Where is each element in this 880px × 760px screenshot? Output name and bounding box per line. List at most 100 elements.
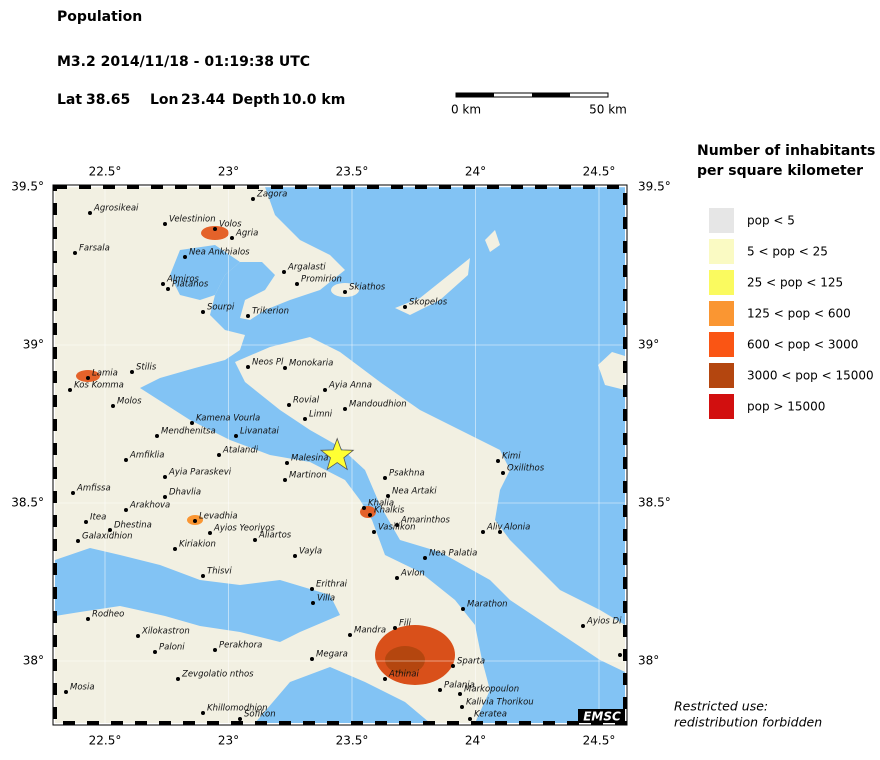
town-label: Alonia	[503, 523, 530, 533]
town-label: Markopoulon	[464, 685, 519, 695]
town-dot	[458, 692, 462, 696]
legend-label: 25 < pop < 125	[747, 276, 843, 290]
lat-tick-label: 38.5°	[638, 496, 671, 510]
town-label: Mandoudhion	[349, 400, 407, 410]
footer-note: redistribution forbidden	[674, 715, 822, 730]
town-label: Sofikon	[244, 710, 276, 720]
town-label: Villa	[317, 594, 335, 604]
town-dot	[501, 471, 505, 475]
town-label: Aliartos	[258, 531, 292, 541]
lat-value: 38.65	[86, 92, 130, 108]
town-label: Vayla	[299, 547, 322, 557]
town-label: Kamena Vourla	[196, 414, 260, 424]
town-label: Xilokastron	[141, 627, 190, 637]
town-label: Dhestina	[114, 521, 152, 531]
depth-label: Depth	[232, 92, 280, 108]
lon-tick-label: 24°	[465, 165, 486, 179]
town-dot	[208, 531, 212, 535]
town-dot	[498, 530, 502, 534]
town-dot	[362, 506, 366, 510]
town-label: Farsala	[79, 244, 110, 254]
legend: pop < 5 5 < pop < 25 25 < pop < 125 125 < p…	[709, 208, 874, 419]
town-dot	[383, 677, 387, 681]
town-label: Kimi	[502, 452, 521, 462]
lat-tick-label: 38°	[23, 654, 44, 668]
town-label: Agrosikeai	[93, 204, 139, 214]
town-label: Ayia Anna	[328, 381, 372, 391]
town-label: Palania	[444, 681, 475, 691]
town-label: Limni	[309, 410, 333, 420]
town-label: Marathon	[467, 600, 508, 610]
town-label: Skopelos	[409, 298, 448, 308]
lat-label: Lat	[57, 92, 82, 108]
town-label: Molos	[117, 397, 142, 407]
town-dot	[201, 310, 205, 314]
scale-bar-segment	[456, 93, 494, 97]
town-dot	[310, 587, 314, 591]
town-label: Stilis	[136, 363, 157, 373]
town-label: Nea Artaki	[392, 487, 437, 497]
town-label: Fili	[399, 619, 412, 629]
town-label: Sparta	[457, 657, 485, 667]
town-dot	[403, 305, 407, 309]
scale-bar	[455, 92, 609, 98]
lon-tick-label: 24.5°	[583, 734, 616, 748]
scale-bar-segment	[532, 93, 570, 97]
town-dot	[283, 478, 287, 482]
legend-label: 125 < pop < 600	[747, 307, 851, 321]
town-label: Oxilithos	[507, 464, 545, 474]
town-label: Argalasti	[287, 263, 326, 273]
town-dot	[496, 459, 500, 463]
town-dot	[285, 461, 289, 465]
town-dot	[217, 453, 221, 457]
legend-label: 5 < pop < 25	[747, 245, 828, 259]
lat-tick-label: 39.5°	[638, 180, 671, 194]
footer-note: Restricted use:	[674, 699, 768, 714]
map-frame	[53, 185, 627, 725]
town-label: Rovial	[293, 396, 320, 406]
town-dot	[383, 476, 387, 480]
town-label: Promirion	[301, 275, 342, 285]
legend-title: Number of inhabitants	[697, 143, 875, 159]
town-dot	[68, 388, 72, 392]
gulf-of-corinth	[55, 548, 340, 642]
scale-end: 50 km	[589, 103, 627, 117]
town-label: Aliv	[486, 523, 504, 533]
town-dot	[343, 407, 347, 411]
urban-area	[201, 226, 229, 240]
legend-swatch	[709, 301, 734, 326]
town-label: Thisvi	[207, 567, 232, 577]
town-dot	[130, 370, 134, 374]
town-dot	[73, 251, 77, 255]
town-label: Zevgolatio nthos	[181, 670, 254, 680]
town-dot	[136, 634, 140, 638]
lon-value: 23.44	[181, 92, 226, 108]
town-dot	[393, 626, 397, 630]
town-dot	[155, 434, 159, 438]
town-dot	[481, 530, 485, 534]
town-dot	[368, 513, 372, 517]
axis-labels: 22.5° 22.5° 23° 23° 23.5° 23.5° 24° 24° 24.5° 24.…	[11, 165, 670, 748]
town-dot	[163, 495, 167, 499]
lon-label: Lon	[150, 92, 179, 108]
town-dot	[163, 475, 167, 479]
lat-tick-label: 38.5°	[11, 496, 44, 510]
lon-tick-label: 23°	[218, 165, 239, 179]
town-label: Mendhenitsa	[161, 427, 216, 437]
town-label: Ayia Paraskevi	[168, 468, 232, 478]
town-dot	[124, 508, 128, 512]
legend-swatch	[709, 363, 734, 388]
island	[485, 230, 500, 252]
town-dot	[618, 653, 622, 657]
town-label: Platanos	[172, 280, 209, 290]
urban-area	[385, 646, 425, 674]
lon-tick-label: 22.5°	[89, 165, 122, 179]
title: Population	[57, 9, 142, 25]
graticule	[55, 187, 625, 723]
town-dot	[343, 290, 347, 294]
town-label: Paloni	[159, 643, 185, 653]
town-dot	[173, 547, 177, 551]
lat-tick-label: 39°	[638, 338, 659, 352]
